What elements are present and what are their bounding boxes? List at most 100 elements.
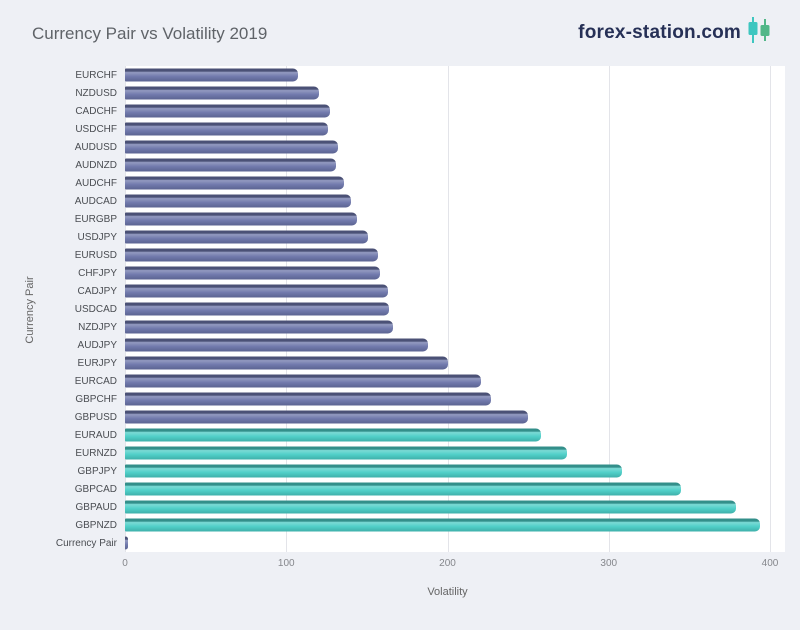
category-label: USDJPY — [77, 231, 117, 243]
category-label: CADJPY — [77, 285, 117, 297]
bar-track — [125, 300, 770, 318]
bar-EURCHF — [125, 68, 298, 82]
category-label: USDCHF — [75, 123, 117, 135]
bar-USDCHF — [125, 122, 329, 136]
bar-track — [125, 156, 770, 174]
category-label: CADCHF — [75, 105, 117, 117]
bar-row: AUDNZD — [0, 156, 770, 174]
category-label: CHFJPY — [78, 267, 117, 279]
x-tick-label: 100 — [277, 558, 295, 569]
bar-row: GBPCHF — [0, 390, 770, 408]
category-label: GBPCHF — [75, 393, 117, 405]
bar-row: EURUSD — [0, 246, 770, 264]
category-label: GBPNZD — [75, 519, 117, 531]
bar-EURJPY — [125, 356, 448, 370]
logo-text: forex-station.com — [578, 21, 741, 43]
bar-row: AUDCHF — [0, 174, 770, 192]
bar-EURCAD — [125, 374, 482, 388]
bar-row: EURNZD — [0, 444, 770, 462]
bar-AUDCHF — [125, 176, 345, 190]
category-label: AUDCHF — [75, 177, 117, 189]
bar-track — [125, 426, 770, 444]
bar-row: AUDCAD — [0, 192, 770, 210]
bar-GBPCHF — [125, 392, 492, 406]
chart-area: EURCHF NZDUSD CADCHF USDCHF AUDUSD AUDNZD AUDC… — [0, 66, 800, 552]
bar-GBPJPY — [125, 464, 622, 478]
category-label: EURCHF — [75, 69, 117, 81]
bar-track — [125, 138, 770, 156]
bar-row: Currency Pair — [0, 534, 770, 552]
category-label: EURJPY — [77, 357, 117, 369]
bar-track — [125, 462, 770, 480]
x-tick-label: 300 — [600, 558, 618, 569]
category-label: EURNZD — [75, 447, 117, 459]
category-label: AUDJPY — [77, 339, 117, 351]
category-label: GBPJPY — [77, 465, 117, 477]
category-label: GBPUSD — [74, 411, 117, 423]
bar-CADJPY — [125, 284, 388, 298]
bar-track — [125, 228, 770, 246]
bar-row: AUDUSD — [0, 138, 770, 156]
candlestick-icon — [746, 16, 772, 49]
bar-Currency Pair — [125, 536, 129, 550]
bar-row: EURCAD — [0, 372, 770, 390]
bar-AUDJPY — [125, 338, 429, 352]
category-label: EURAUD — [74, 429, 117, 441]
category-label: USDCAD — [74, 303, 117, 315]
bar-track — [125, 534, 770, 552]
bar-EURGBP — [125, 212, 358, 226]
x-tick-label: 400 — [761, 558, 779, 569]
gridline — [608, 66, 610, 552]
bar-row: EURAUD — [0, 426, 770, 444]
bar-row: AUDJPY — [0, 336, 770, 354]
bar-AUDCAD — [125, 194, 351, 208]
bar-track — [125, 102, 770, 120]
bar-row: EURJPY — [0, 354, 770, 372]
bar-row: EURGBP — [0, 210, 770, 228]
bar-track — [125, 192, 770, 210]
category-label: NZDJPY — [78, 321, 117, 333]
gridline — [770, 66, 771, 552]
category-label: EURGBP — [74, 213, 117, 225]
bar-track — [125, 318, 770, 336]
bar-row: GBPAUD — [0, 498, 770, 516]
bar-track — [125, 84, 770, 102]
bar-GBPAUD — [125, 500, 737, 514]
bar-track — [125, 390, 770, 408]
bar-track — [125, 480, 770, 498]
category-label: AUDNZD — [75, 159, 117, 171]
bar-track — [125, 246, 770, 264]
bar-row: GBPJPY — [0, 462, 770, 480]
bar-GBPNZD — [125, 518, 761, 532]
bar-row: GBPNZD — [0, 516, 770, 534]
bar-track — [125, 174, 770, 192]
bar-track — [125, 354, 770, 372]
category-label: EURCAD — [74, 375, 117, 387]
bar-row: NZDJPY — [0, 318, 770, 336]
bar-EURUSD — [125, 248, 379, 262]
bar-NZDJPY — [125, 320, 393, 334]
category-label: GBPAUD — [75, 501, 118, 513]
bar-EURAUD — [125, 428, 542, 442]
bar-track — [125, 444, 770, 462]
bar-row: GBPCAD — [0, 480, 770, 498]
category-label: Currency Pair — [55, 537, 117, 549]
bar-CADCHF — [125, 104, 330, 118]
bar-track — [125, 336, 770, 354]
x-tick-label: 200 — [439, 558, 456, 569]
bar-GBPUSD — [125, 410, 529, 424]
bar-row: USDCHF — [0, 120, 770, 138]
bar-track — [125, 66, 770, 84]
bar-track — [125, 282, 770, 300]
bar-track — [125, 372, 770, 390]
category-label: EURUSD — [74, 249, 117, 261]
bar-track — [125, 516, 770, 534]
forex-station-logo: forex-station.com — [578, 16, 772, 49]
category-label: AUDUSD — [74, 141, 117, 153]
category-label: NZDUSD — [75, 87, 117, 99]
bar-NZDUSD — [125, 86, 319, 100]
bar-track — [125, 408, 770, 426]
bar-row: NZDUSD — [0, 84, 770, 102]
bar-track — [125, 498, 770, 516]
